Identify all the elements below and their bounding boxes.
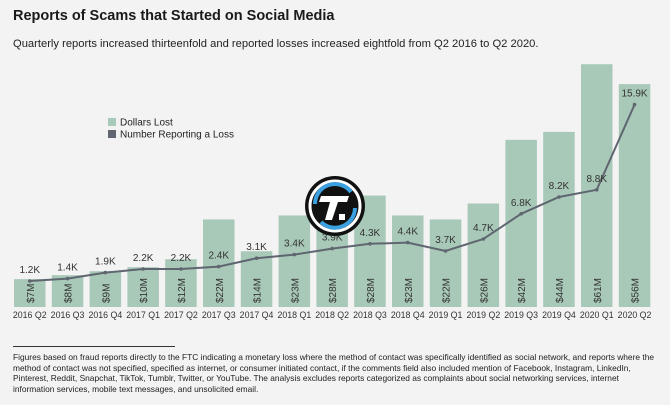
line-point-14 — [557, 195, 561, 199]
line-point-15 — [594, 188, 599, 192]
line-point-3 — [141, 267, 145, 271]
x-tick-label-13: 2019 Q3 — [504, 310, 538, 320]
x-tick-label-9: 2018 Q3 — [353, 310, 387, 320]
line-point-0 — [27, 279, 32, 283]
footnote-divider — [13, 346, 175, 347]
line-value-label-13: 6.8K — [511, 198, 532, 209]
x-tick-label-8: 2018 Q2 — [315, 310, 349, 320]
line-point-2 — [103, 270, 108, 275]
x-tick-label-0: 2016 Q2 — [13, 310, 47, 320]
line-value-label-4: 2.2K — [171, 253, 192, 264]
chart-subtitle: Quarterly reports increased thirteenfold… — [13, 38, 539, 50]
bar-13 — [505, 139, 537, 307]
bar-value-label-1: $8M — [64, 284, 75, 303]
line-point-12 — [481, 237, 486, 241]
line-point-10 — [405, 240, 410, 245]
line-point-1 — [65, 276, 70, 281]
x-tick-label-2: 2016 Q4 — [88, 310, 122, 320]
bar-value-label-15: $61M — [593, 278, 604, 303]
line-point-4 — [179, 267, 183, 271]
bar-3 — [127, 267, 159, 307]
line-value-label-3: 2.2K — [133, 253, 154, 264]
line-value-label-7: 3.4K — [284, 239, 305, 250]
bar-value-label-7: $23M — [290, 278, 301, 303]
footnote: Figures based on fraud reports directly … — [13, 352, 655, 394]
bar-value-label-3: $10M — [139, 278, 150, 303]
bar-5 — [203, 219, 235, 307]
x-tick-label-10: 2018 Q4 — [391, 310, 425, 320]
bar-10 — [392, 215, 424, 307]
bar-16 — [618, 84, 651, 308]
line-value-label-5: 2.4K — [208, 251, 229, 262]
line-value-label-8: 3.9K — [322, 233, 343, 244]
line-value-label-0: 1.2K — [19, 265, 40, 276]
chart-title: Reports of Scams that Started on Social … — [13, 8, 335, 24]
x-tick-label-12: 2019 Q2 — [466, 310, 500, 320]
bar-value-label-0: $7M — [26, 284, 37, 303]
x-tick-label-14: 2019 Q4 — [542, 310, 576, 320]
bar-1 — [51, 275, 84, 307]
line-point-8 — [330, 246, 334, 251]
bar-value-label-5: $22M — [215, 278, 226, 303]
bar-value-label-13: $42M — [517, 278, 528, 303]
line-value-label-1: 1.4K — [57, 263, 78, 274]
bar-7 — [278, 215, 311, 307]
line-value-label-9: 4.3K — [360, 228, 381, 239]
x-tick-label-1: 2016 Q3 — [51, 310, 85, 320]
line-point-11 — [443, 249, 448, 253]
bar-value-label-8: $28M — [328, 278, 339, 303]
x-tick-label-11: 2019 Q1 — [429, 310, 463, 320]
bar-value-label-6: $14M — [253, 278, 264, 303]
legend-label-dollars-lost: Dollars Lost — [120, 118, 173, 129]
bar-12 — [467, 203, 500, 307]
bar-value-label-16: $56M — [631, 278, 642, 303]
bar-value-label-4: $12M — [177, 278, 188, 303]
line-value-label-12: 4.7K — [473, 223, 494, 234]
legend-swatch-dollars-lost — [108, 118, 116, 126]
line-value-label-10: 4.4K — [397, 227, 418, 238]
bar-15 — [581, 64, 613, 307]
chart: $7M 2016 Q2 $8M 2016 Q3 $9M 2016 Q4 $10M 2017 Q… — [13, 64, 652, 320]
bar-value-label-12: $26M — [479, 278, 490, 303]
legend-label-number-reporting: Number Reporting a Loss — [120, 130, 234, 141]
line-point-6 — [254, 256, 259, 261]
line-value-label-2: 1.9K — [95, 257, 116, 268]
x-tick-label-16: 2020 Q2 — [618, 310, 652, 320]
bar-value-label-14: $44M — [555, 278, 566, 303]
x-tick-label-15: 2020 Q1 — [580, 310, 614, 320]
legend-swatch-number-reporting — [108, 130, 116, 138]
bar-2 — [89, 271, 122, 307]
line-point-7 — [292, 252, 297, 257]
line-value-label-14: 8.2K — [549, 181, 570, 192]
x-tick-label-6: 2017 Q4 — [240, 310, 274, 320]
line-point-13 — [519, 212, 523, 216]
bar-0 — [14, 279, 46, 307]
x-tick-label-5: 2017 Q3 — [202, 310, 236, 320]
line-value-label-11: 3.7K — [435, 235, 456, 246]
x-tick-label-3: 2017 Q1 — [126, 310, 160, 320]
bar-4 — [165, 259, 197, 307]
x-tick-label-4: 2017 Q2 — [164, 310, 198, 320]
bar-value-label-9: $28M — [366, 278, 377, 303]
bar-value-label-10: $23M — [404, 278, 415, 303]
bar-11 — [429, 219, 462, 307]
line-value-label-16: 15.9K — [621, 89, 647, 100]
line-point-9 — [368, 242, 372, 246]
line-value-label-15: 8.8K — [586, 174, 607, 185]
line-point-16 — [632, 102, 637, 107]
t-logo-icon — [305, 176, 365, 236]
bar-value-label-11: $22M — [442, 278, 453, 303]
line-value-label-6: 3.1K — [246, 242, 267, 253]
bar-value-label-2: $9M — [101, 284, 112, 303]
x-tick-label-7: 2018 Q1 — [277, 310, 311, 320]
line-point-5 — [216, 264, 221, 269]
bar-14 — [543, 131, 575, 307]
